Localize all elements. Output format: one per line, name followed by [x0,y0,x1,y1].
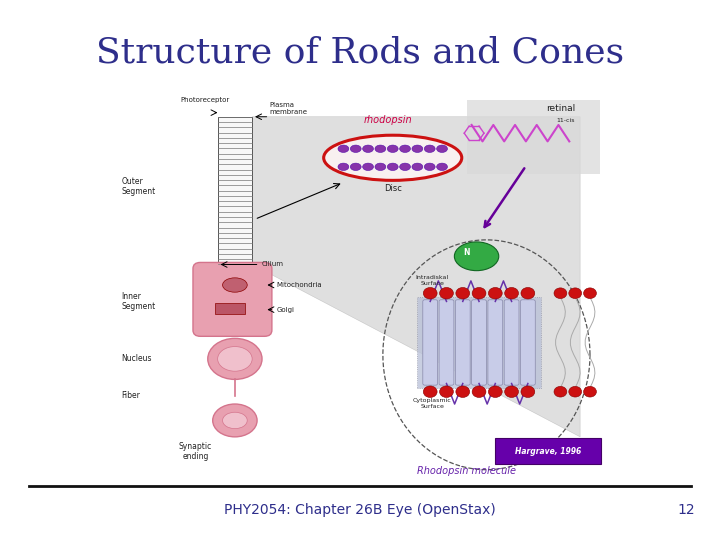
Circle shape [472,287,486,299]
Text: Structure of Rods and Cones: Structure of Rods and Cones [96,35,624,69]
FancyBboxPatch shape [472,300,487,385]
Circle shape [554,288,567,299]
Ellipse shape [375,145,386,152]
FancyBboxPatch shape [455,300,470,385]
Ellipse shape [375,163,386,171]
Text: 12: 12 [678,503,695,517]
Text: Intradiskal
Surface: Intradiskal Surface [415,275,449,286]
Polygon shape [252,117,580,437]
Bar [215,303,245,314]
Text: Inner
Segment: Inner Segment [122,292,156,311]
Ellipse shape [436,145,447,152]
Ellipse shape [217,347,252,371]
Circle shape [456,386,469,397]
Circle shape [584,288,596,299]
Circle shape [440,386,454,397]
Circle shape [554,387,567,397]
Text: rhodopsin: rhodopsin [364,115,412,125]
Bar [418,298,541,388]
Ellipse shape [208,339,262,380]
Text: Disc: Disc [384,184,402,193]
Text: Golgi: Golgi [276,307,294,313]
Text: Rhodopsin molecule: Rhodopsin molecule [417,466,516,476]
Ellipse shape [351,145,361,152]
FancyBboxPatch shape [495,438,601,464]
Ellipse shape [338,163,348,171]
Ellipse shape [351,163,361,171]
Ellipse shape [400,163,410,171]
Bar [467,100,600,174]
Circle shape [440,287,454,299]
Ellipse shape [412,163,423,171]
FancyBboxPatch shape [504,300,519,385]
Circle shape [505,287,518,299]
Ellipse shape [222,278,247,292]
Text: Hargrave, 1996: Hargrave, 1996 [515,447,581,456]
Circle shape [456,287,469,299]
Bar [217,117,252,265]
Circle shape [521,386,535,397]
Circle shape [488,287,503,299]
Circle shape [584,387,596,397]
Text: Synaptic
ending: Synaptic ending [179,442,212,461]
Circle shape [488,386,503,397]
Text: PHY2054: Chapter 26B Eye (OpenStax): PHY2054: Chapter 26B Eye (OpenStax) [224,503,496,517]
Ellipse shape [324,135,462,180]
Circle shape [521,287,535,299]
Text: Nucleus: Nucleus [122,354,152,363]
Text: N: N [464,248,470,256]
Ellipse shape [363,145,374,152]
Ellipse shape [331,141,454,174]
Circle shape [505,386,518,397]
Ellipse shape [424,145,435,152]
Ellipse shape [454,242,499,271]
Ellipse shape [387,145,398,152]
Text: Photoreceptor: Photoreceptor [181,97,230,103]
Circle shape [569,288,582,299]
Ellipse shape [436,163,447,171]
Circle shape [423,287,437,299]
Text: Mitochondria: Mitochondria [276,282,323,288]
FancyBboxPatch shape [423,300,438,385]
Text: Cilium: Cilium [262,261,284,267]
Text: retinal: retinal [546,104,575,113]
Circle shape [569,387,582,397]
Circle shape [423,386,437,397]
Ellipse shape [338,145,348,152]
FancyBboxPatch shape [521,300,535,385]
Ellipse shape [363,163,374,171]
Ellipse shape [400,145,410,152]
Ellipse shape [424,163,435,171]
FancyBboxPatch shape [439,300,454,385]
FancyBboxPatch shape [488,300,503,385]
Text: Cytoplasmic
Surface: Cytoplasmic Surface [413,399,451,409]
Text: Plasma
membrane: Plasma membrane [269,102,307,115]
Circle shape [472,386,486,397]
Ellipse shape [222,412,247,429]
Ellipse shape [212,404,257,437]
Ellipse shape [387,163,398,171]
Ellipse shape [412,145,423,152]
FancyBboxPatch shape [193,262,272,336]
Text: Outer
Segment: Outer Segment [122,177,156,196]
Text: 11-cis: 11-cis [557,118,575,123]
Text: Fiber: Fiber [122,392,140,400]
